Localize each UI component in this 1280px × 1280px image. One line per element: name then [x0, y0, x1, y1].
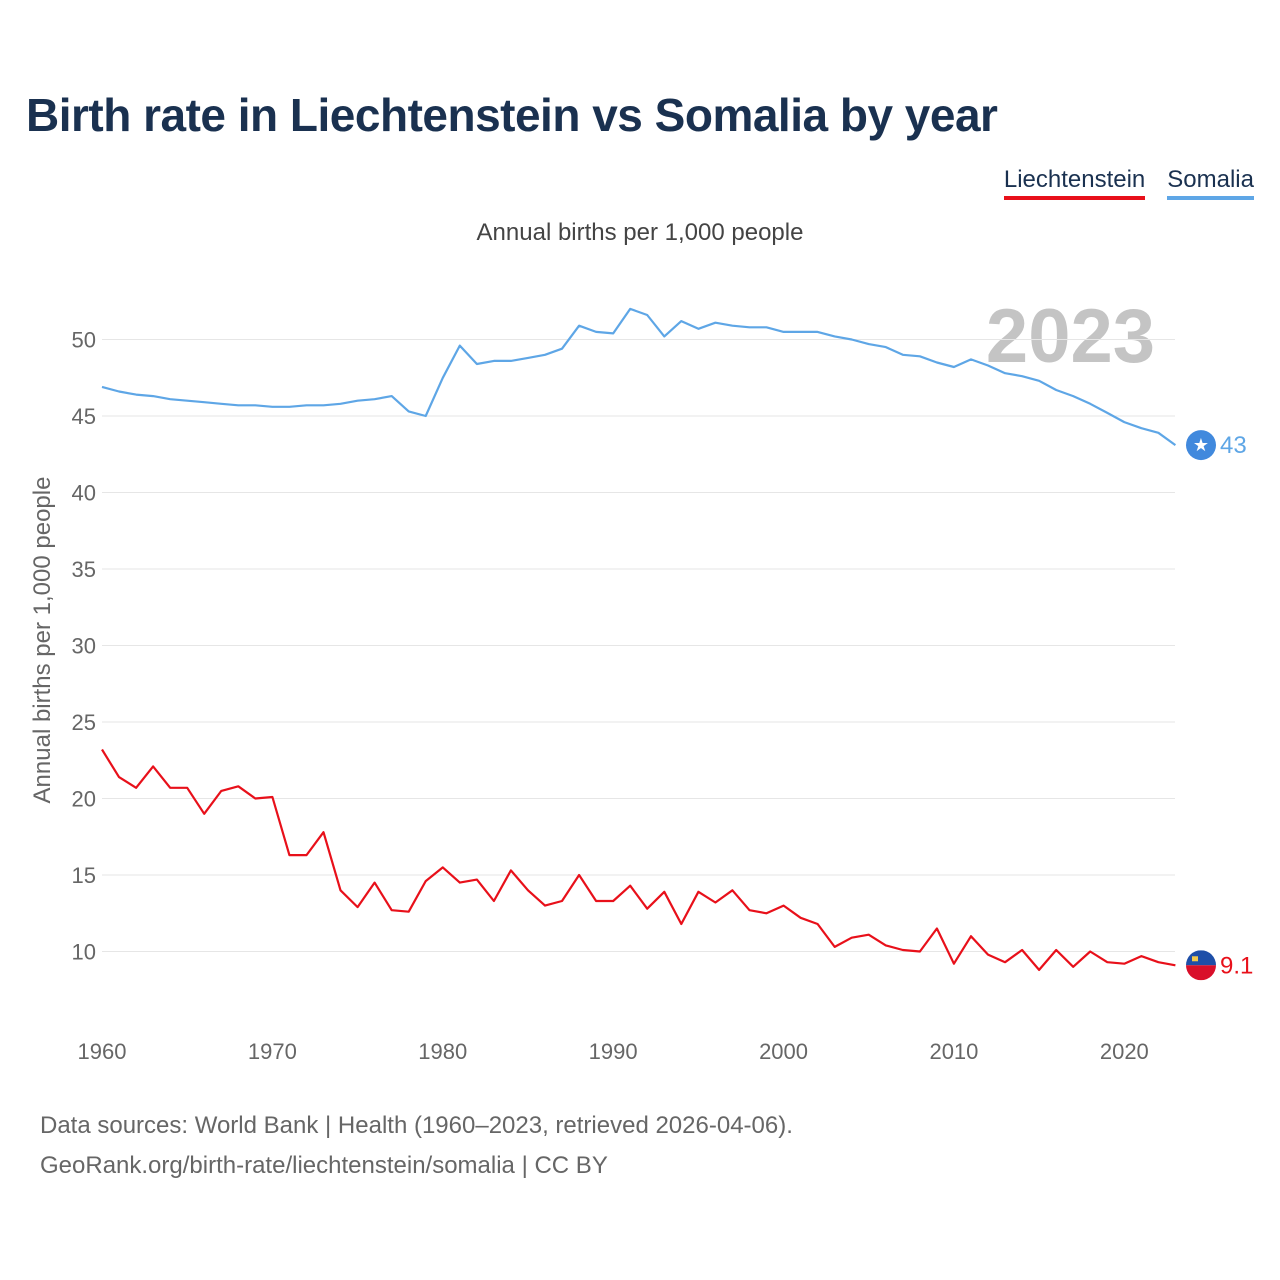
x-tick-label-1970: 1970: [248, 1039, 297, 1064]
end-markers: ★ 43 9.1: [1186, 430, 1253, 981]
y-tick-label-25: 25: [72, 710, 96, 735]
data-sources-note: Data sources: World Bank | Health (1960–…: [40, 1112, 793, 1139]
chart-subtitle: Annual births per 1,000 people: [477, 219, 804, 246]
footer: Data sources: World Bank | Health (1960–…: [40, 1106, 793, 1186]
end-label-liechtenstein: 9.1: [1220, 952, 1253, 979]
x-axis-ticks: 1960 1970 1980 1990 2000 2010 2020: [78, 1039, 1149, 1064]
flag-red-band: [1186, 965, 1216, 981]
chart-title: Birth rate in Liechtenstein vs Somalia b…: [26, 89, 998, 141]
series-line-somalia: [101, 307, 1177, 446]
end-label-somalia: 43: [1220, 432, 1247, 459]
crown-icon: [1192, 956, 1198, 962]
y-axis-label: Annual births per 1,000 people: [29, 477, 56, 804]
year-watermark: 2023: [986, 294, 1155, 379]
y-tick-label-10: 10: [72, 940, 96, 965]
x-tick-label-2010: 2010: [929, 1039, 978, 1064]
x-tick-label-1980: 1980: [418, 1039, 467, 1064]
flag-blue-band: [1186, 950, 1216, 966]
legend-item-liechtenstein[interactable]: Liechtenstein: [1003, 166, 1146, 200]
flag-liechtenstein-icon: [1186, 950, 1216, 981]
legend: Liechtenstein Somalia: [1003, 166, 1254, 200]
gridlines: [102, 339, 1175, 952]
y-tick-label-30: 30: [72, 634, 96, 659]
x-tick-label-2000: 2000: [759, 1039, 808, 1064]
series-lines: [101, 307, 1177, 972]
legend-item-somalia[interactable]: Somalia: [1167, 166, 1254, 200]
x-tick-label-1960: 1960: [78, 1039, 127, 1064]
y-tick-label-15: 15: [72, 863, 96, 888]
y-axis-ticks: 10 15 20 25 30 35 40 45 50: [72, 328, 96, 965]
y-tick-label-50: 50: [72, 328, 96, 353]
y-tick-label-40: 40: [72, 481, 96, 506]
y-tick-label-45: 45: [72, 404, 96, 429]
flag-somalia-icon: [1186, 430, 1216, 461]
y-tick-label-20: 20: [72, 787, 96, 812]
x-tick-label-1990: 1990: [589, 1039, 638, 1064]
source-url-license: GeoRank.org/birth-rate/liechtenstein/som…: [40, 1152, 608, 1179]
x-tick-label-2020: 2020: [1100, 1039, 1149, 1064]
y-tick-label-35: 35: [72, 557, 96, 582]
series-line-liechtenstein: [101, 748, 1176, 972]
star-icon: ★: [1193, 435, 1209, 456]
